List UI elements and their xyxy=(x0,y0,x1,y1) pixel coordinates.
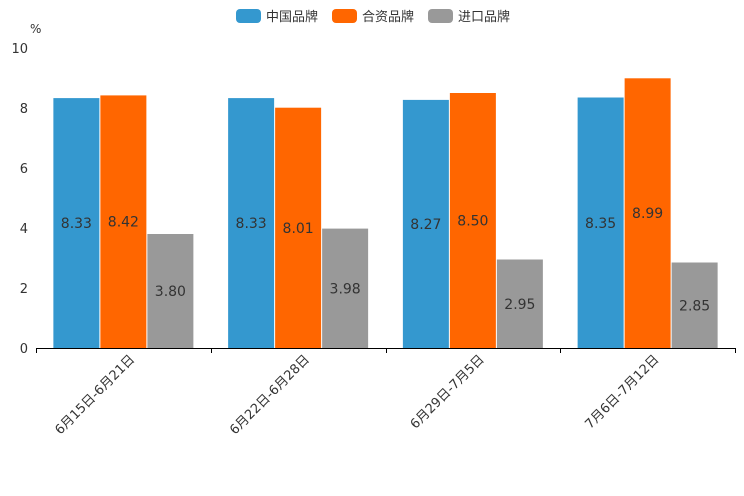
y-tick-label: 0 xyxy=(20,342,28,357)
data-label: 3.98 xyxy=(330,281,361,297)
legend-label: 中国品牌 xyxy=(266,9,318,25)
legend: 中国品牌 合资品牌 进口品牌 xyxy=(236,9,510,25)
bar xyxy=(496,259,543,348)
data-label: 8.42 xyxy=(108,215,139,231)
legend-swatch xyxy=(428,9,453,23)
legend-label: 进口品牌 xyxy=(458,9,510,25)
data-label: 3.80 xyxy=(155,284,186,300)
bar xyxy=(577,97,624,348)
y-tick-label: 6 xyxy=(20,162,28,177)
data-label: 8.27 xyxy=(410,217,441,233)
bar xyxy=(402,99,449,349)
bar xyxy=(53,98,100,348)
y-tick-label: 4 xyxy=(20,222,28,237)
x-category-label: 6月15日-6月21日 xyxy=(52,352,138,438)
y-tick-label: 2 xyxy=(20,282,28,297)
bar xyxy=(624,78,671,349)
data-label: 8.35 xyxy=(585,216,616,232)
x-category-label: 6月29日-7月5日 xyxy=(408,352,488,432)
bar xyxy=(147,234,194,348)
y-tick-label: 8 xyxy=(20,102,28,117)
bar xyxy=(228,98,275,348)
y-axis-unit-label: % xyxy=(30,22,41,36)
legend-swatch xyxy=(236,9,261,23)
data-label: 8.50 xyxy=(457,214,488,230)
bar xyxy=(322,228,369,348)
data-label: 8.99 xyxy=(632,206,663,222)
bar xyxy=(671,262,718,348)
bars: 8.33 8.42 3.80 8.33 8.01 3.98 8.27 8.50 2.95 8.35… xyxy=(53,78,718,349)
y-axis: 0 2 4 6 8 10 xyxy=(11,42,28,357)
bar xyxy=(275,107,322,348)
data-label: 2.85 xyxy=(679,298,710,314)
legend-label: 合资品牌 xyxy=(362,9,414,25)
legend-swatch xyxy=(332,9,357,23)
x-category-label: 6月22日-6月28日 xyxy=(227,352,313,438)
bar xyxy=(449,93,496,348)
bar xyxy=(100,95,147,349)
data-label: 8.33 xyxy=(61,216,92,232)
x-category-label: 7月6日-7月12日 xyxy=(583,352,663,432)
x-axis: 6月15日-6月21日 6月22日-6月28日 6月29日-7月5日 7月6日-7月1… xyxy=(36,348,736,438)
data-label: 2.95 xyxy=(504,297,535,313)
y-tick-label: 10 xyxy=(11,42,28,57)
data-label: 8.33 xyxy=(236,216,267,232)
data-label: 8.01 xyxy=(283,221,314,237)
